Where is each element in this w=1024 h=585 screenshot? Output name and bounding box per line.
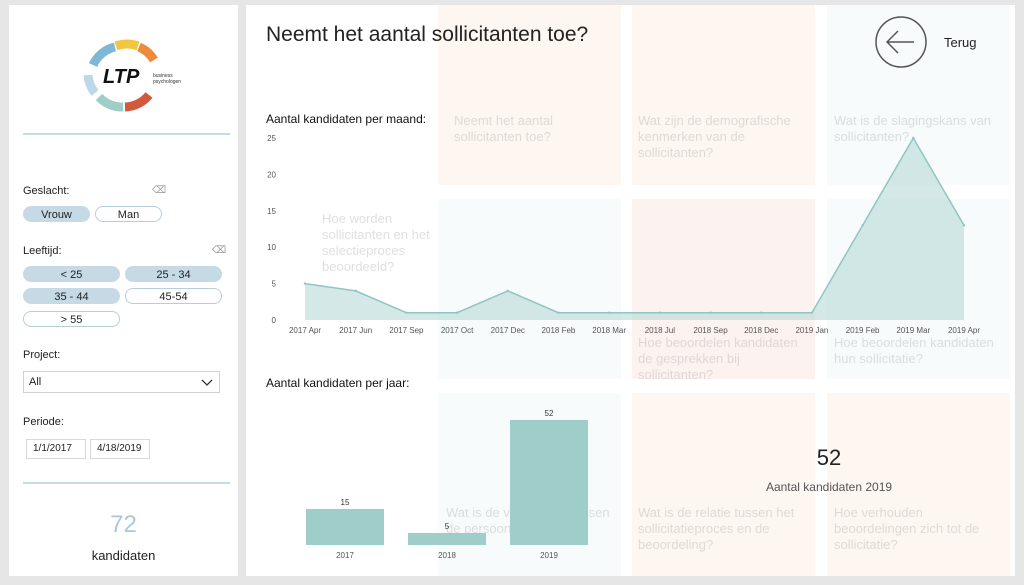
data-point (405, 311, 408, 314)
monthly-area-chart: 0 5 10 15 20 25 2017 Apr 2017 Jun 2017 Sep 2017 O… (267, 134, 980, 335)
page-title: Neemt het aantal sollicitanten toe? (266, 23, 589, 46)
back-label[interactable]: Terug (944, 35, 977, 50)
project-dropdown[interactable]: All (23, 371, 220, 393)
x-tick-label: 2019 (540, 551, 558, 560)
logo-sub2: psychologen (153, 79, 181, 85)
bg-tile (632, 199, 815, 379)
x-tick-label: 2018 Mar (592, 326, 626, 335)
y-tick-label: 25 (267, 134, 276, 143)
monthly-chart-title: Aantal kandidaten per maand: (266, 112, 427, 126)
period-end-input[interactable]: 4/18/2019 (90, 439, 150, 459)
yearly-chart-title: Aantal kandidaten per jaar: (266, 376, 410, 390)
filter-sidebar: LTP business psychologen Geslacht: ⌫ Vro… (9, 5, 238, 576)
bg-tile (438, 5, 621, 185)
bg-tile (827, 393, 1010, 576)
project-value: All (29, 376, 42, 388)
bg-tile (632, 393, 815, 576)
bar (306, 508, 384, 545)
logo-ring (83, 39, 158, 112)
bar-value-label: 5 (445, 522, 450, 531)
x-tick-label: 2019 Jan (795, 326, 828, 335)
x-tick-label: 2017 Sep (389, 326, 424, 335)
x-tick-label: 2018 Sep (693, 326, 728, 335)
bar-value-label: 15 (341, 498, 350, 507)
logo-sub1: business (153, 73, 173, 79)
y-tick-label: 10 (267, 243, 276, 252)
age-label: Leeftijd: (23, 245, 62, 257)
x-tick-label: 2018 Jul (645, 326, 675, 335)
logo-text: LTP (103, 66, 140, 88)
sidebar-divider-bottom (23, 482, 230, 484)
bg-tile-text: Neemt het aantal sollicitanten toe? (454, 113, 554, 144)
bg-tile-text: Hoe beoordelen kandidaten hun sollicitat… (834, 335, 994, 366)
x-tick-label: 2019 Feb (846, 326, 880, 335)
x-tick-label: 2017 Jun (339, 326, 372, 335)
bg-tile-text: Wat is de relatie tussen het sollicitati… (638, 505, 795, 552)
chevron-down-icon (201, 379, 213, 386)
data-point (354, 289, 357, 293)
report-canvas: Neemt het aantal sollicitanten toe? Wat … (246, 5, 1015, 576)
bar-value-label: 52 (545, 409, 554, 418)
x-tick-label: 2017 Apr (289, 326, 321, 335)
x-tick-label: 2019 Apr (948, 326, 980, 335)
gender-label: Geslacht: (23, 185, 70, 197)
x-tick-label: 2018 Dec (744, 326, 778, 335)
sidebar-divider (23, 133, 230, 135)
data-point (709, 311, 712, 314)
x-tick-label: 2017 Dec (491, 326, 525, 335)
bg-tile-text: Hoe worden sollicitanten en het selectie… (322, 211, 430, 274)
data-point (303, 282, 307, 285)
clear-age-icon[interactable]: ⌫ (212, 245, 227, 256)
bg-tile-text: Wat zijn de demografische kenmerken van … (638, 113, 791, 160)
gender-option-vrouw[interactable]: Vrouw (23, 206, 90, 222)
total-candidates-value: 72 (110, 511, 137, 538)
age-option-25-34[interactable]: 25 - 34 (125, 266, 222, 282)
age-option-over55[interactable]: > 55 (23, 311, 120, 327)
bg-tile-text: Wat is de slagingskans van sollicitanten… (834, 113, 992, 144)
data-point (912, 136, 915, 140)
data-point (455, 311, 459, 314)
data-point (810, 311, 814, 314)
data-point (607, 311, 611, 314)
data-point (760, 311, 763, 314)
y-tick-label: 15 (267, 207, 276, 216)
clear-gender-icon[interactable]: ⌫ (152, 185, 167, 196)
project-label: Project: (23, 349, 61, 361)
bar (510, 420, 588, 545)
data-point (962, 224, 966, 227)
y-tick-label: 20 (267, 170, 276, 179)
age-option-under25[interactable]: < 25 (23, 266, 120, 282)
kpi-2019-value: 52 (816, 445, 842, 470)
total-candidates-label: kandidaten (91, 548, 156, 563)
x-tick-label: 2017 Oct (441, 326, 474, 335)
bg-tile (632, 5, 815, 185)
ltp-logo: LTP business psychologen (75, 35, 185, 120)
y-tick-label: 5 (272, 280, 277, 289)
age-option-45-54[interactable]: 45-54 (125, 288, 222, 304)
bar (408, 532, 486, 545)
y-tick-label: 0 (272, 316, 277, 325)
bg-tile (438, 199, 621, 379)
x-tick-label: 2017 (336, 551, 354, 560)
back-arrow-icon[interactable] (874, 15, 928, 69)
data-point (506, 289, 509, 293)
kpi-2019-label: Aantal kandidaten 2019 (765, 480, 893, 494)
area-fill (305, 138, 964, 320)
bg-tile-text: Hoe beoordelen kandidaten de gesprekken … (638, 335, 798, 382)
data-point (861, 224, 864, 227)
period-label: Periode: (23, 416, 64, 428)
yearly-bar-chart: 15 2017 5 2018 52 2019 (306, 409, 588, 560)
x-tick-label: 2018 (438, 551, 456, 560)
data-point (658, 311, 662, 314)
age-option-35-44[interactable]: 35 - 44 (23, 288, 120, 304)
period-start-input[interactable]: 1/1/2017 (26, 439, 86, 459)
series-line (304, 136, 965, 314)
data-point (557, 311, 560, 314)
bg-tile-text: Hoe verhouden beoordelingen zich tot de … (834, 505, 980, 552)
gender-option-man[interactable]: Man (95, 206, 162, 222)
x-tick-label: 2019 Mar (896, 326, 930, 335)
x-tick-label: 2018 Feb (542, 326, 576, 335)
